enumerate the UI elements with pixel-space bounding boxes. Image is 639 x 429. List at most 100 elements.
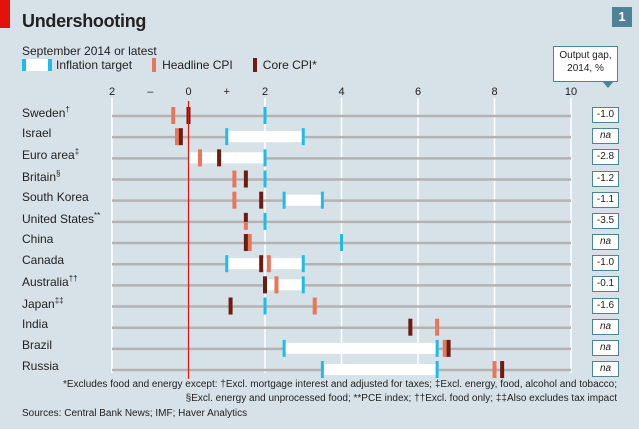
headline-cpi-mark bbox=[312, 297, 317, 315]
country-label: South Korea bbox=[22, 190, 89, 204]
target-marker bbox=[320, 191, 324, 209]
country-name: China bbox=[22, 232, 54, 247]
output-gap-value: -1.0 bbox=[592, 255, 619, 272]
target-marker bbox=[340, 234, 343, 252]
country-name: Australia bbox=[22, 275, 69, 290]
legend-target: Inflation target bbox=[22, 58, 132, 72]
core-cpi-mark bbox=[228, 297, 233, 315]
footnote-mark: ** bbox=[94, 210, 101, 220]
footnote-mark: § bbox=[56, 168, 61, 178]
target-marker bbox=[282, 339, 286, 357]
country-name: Canada bbox=[22, 253, 65, 268]
footnote-mark: † bbox=[65, 105, 70, 114]
output-gap-value: na bbox=[592, 339, 619, 356]
output-gap-value: -1.2 bbox=[592, 170, 619, 187]
x-tick-label: 2 bbox=[109, 86, 115, 98]
country-label: Canada bbox=[22, 253, 64, 267]
core-cpi-mark bbox=[500, 361, 505, 379]
target-marker bbox=[435, 361, 439, 379]
core-cpi-mark bbox=[243, 212, 248, 222]
headline-cpi-mark bbox=[171, 107, 176, 124]
x-tick-label: 0 bbox=[185, 86, 191, 98]
x-tick-label: 8 bbox=[491, 86, 497, 98]
output-gap-value: na bbox=[592, 361, 619, 378]
output-gap-value: na bbox=[592, 318, 619, 335]
x-tick-label: – bbox=[147, 86, 154, 98]
target-range bbox=[226, 258, 304, 270]
chart-number-badge: 1 bbox=[612, 7, 632, 27]
country-name: South Korea bbox=[22, 189, 89, 204]
target-range bbox=[265, 279, 304, 291]
target-range bbox=[226, 131, 304, 143]
country-name: United States bbox=[22, 211, 95, 226]
country-label: United States** bbox=[22, 211, 100, 226]
headline-cpi-mark bbox=[247, 234, 252, 252]
output-gap-value: -0.1 bbox=[592, 276, 619, 293]
country-label: Euro area‡ bbox=[22, 147, 79, 162]
target-marker bbox=[263, 149, 267, 167]
country-label: Britain§ bbox=[22, 169, 60, 184]
core-cpi-mark bbox=[408, 318, 413, 336]
chart-subtitle: September 2014 or latest bbox=[22, 44, 157, 58]
x-tick-label: 10 bbox=[565, 86, 577, 98]
headline-cpi-mark bbox=[274, 276, 279, 294]
country-name: Euro area bbox=[22, 148, 75, 163]
footnote: *Excludes food and energy except: †Excl.… bbox=[63, 378, 617, 406]
core-cpi-mark bbox=[263, 276, 267, 294]
headline-cpi-mark bbox=[435, 318, 440, 336]
headline-cpi-mark bbox=[175, 128, 180, 146]
footnote-line-1: *Excludes food and energy except: †Excl.… bbox=[62, 379, 617, 390]
core-cpi-mark bbox=[217, 149, 222, 167]
chart-title: Undershooting bbox=[22, 11, 147, 31]
x-tick-label: + bbox=[224, 86, 230, 98]
x-tick-label: 6 bbox=[415, 86, 421, 98]
country-name: Israel bbox=[22, 126, 52, 141]
legend-core: Core CPI* bbox=[252, 58, 317, 72]
target-marker bbox=[225, 128, 229, 146]
country-name: Japan bbox=[22, 296, 55, 311]
output-gap-value: na bbox=[592, 234, 619, 251]
core-cpi-mark bbox=[178, 128, 183, 146]
core-swatch bbox=[252, 58, 257, 72]
output-gap-value: -1.1 bbox=[592, 191, 619, 208]
legend-headline-label: Headline CPI bbox=[162, 58, 233, 72]
target-marker bbox=[301, 128, 305, 146]
target-marker bbox=[435, 339, 439, 357]
target-marker bbox=[263, 170, 267, 188]
headline-cpi-mark bbox=[197, 149, 202, 167]
output-gap-value: -2.8 bbox=[592, 149, 619, 166]
target-marker bbox=[225, 255, 229, 273]
core-cpi-mark bbox=[243, 234, 248, 252]
footnote-line-2: §Excl. energy and unprocessed food; **PC… bbox=[185, 393, 617, 404]
country-label: Russia bbox=[22, 359, 59, 373]
footnote-mark: ‡ bbox=[74, 147, 80, 157]
country-name: Britain bbox=[22, 169, 57, 184]
country-label: China bbox=[22, 232, 53, 246]
country-name: Sweden bbox=[22, 106, 66, 120]
headline-cpi-mark bbox=[266, 255, 271, 273]
output-gap-header: Output gap, 2014, % bbox=[553, 46, 618, 88]
target-range bbox=[284, 194, 323, 206]
sources: Sources: Central Bank News; IMF; Haver A… bbox=[22, 408, 248, 419]
target-marker bbox=[263, 212, 267, 230]
target-marker bbox=[263, 297, 267, 315]
country-name: India bbox=[22, 316, 49, 331]
headline-cpi-mark bbox=[232, 191, 237, 209]
core-cpi-mark bbox=[243, 170, 248, 188]
target-marker bbox=[301, 255, 305, 273]
headline-cpi-mark bbox=[492, 361, 497, 379]
target-range bbox=[322, 364, 438, 376]
core-cpi-mark bbox=[259, 191, 264, 209]
legend: Inflation target Headline CPI Core CPI* bbox=[22, 58, 331, 72]
target-marker bbox=[301, 276, 305, 294]
footnote-mark: ‡‡ bbox=[54, 295, 64, 305]
country-label: Australia†† bbox=[22, 274, 78, 289]
brand-tab bbox=[0, 0, 10, 28]
footnote-mark: †† bbox=[68, 274, 78, 284]
target-marker bbox=[320, 361, 324, 379]
legend-headline: Headline CPI bbox=[152, 58, 233, 72]
output-gap-value: na bbox=[592, 128, 619, 145]
x-tick-label: 2 bbox=[262, 86, 268, 98]
country-label: Israel bbox=[22, 126, 51, 140]
